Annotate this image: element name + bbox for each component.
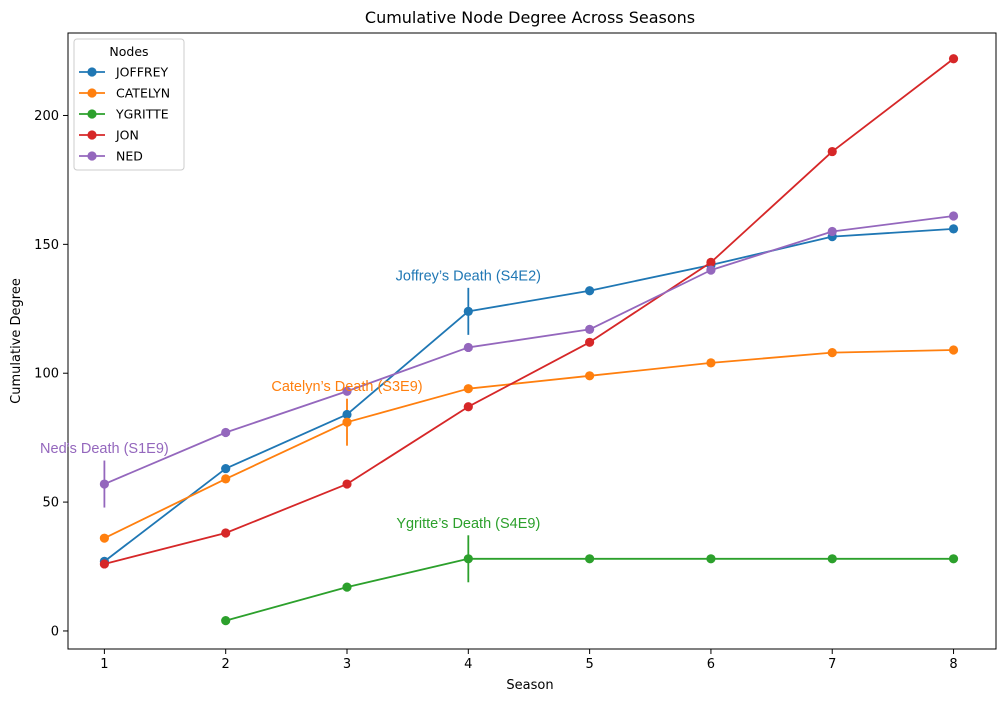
x-tick-label: 1 [100, 657, 108, 672]
annotation-label: Joffrey’s Death (S4E2) [396, 268, 541, 284]
x-tick-label: 7 [828, 657, 836, 672]
y-tick-label: 50 [42, 496, 59, 511]
x-tick-label: 2 [222, 657, 230, 672]
data-point [585, 337, 595, 347]
data-point [948, 345, 959, 355]
legend-label: YGRITTE [115, 107, 169, 122]
data-point [99, 479, 109, 489]
legend-label: NED [116, 149, 143, 164]
data-point [585, 554, 595, 564]
data-point [827, 226, 837, 237]
series-catelyn [99, 345, 959, 543]
annotation-label: Catelyn’s Death (S3E9) [271, 379, 422, 395]
data-point [342, 417, 352, 427]
data-point [827, 146, 837, 157]
legend-label: JOFFREY [115, 65, 168, 80]
data-point [221, 463, 231, 474]
series-line [103, 227, 954, 563]
data-point [342, 582, 352, 592]
data-point [221, 474, 231, 484]
y-axis: 0 50 100 150 200 [34, 109, 68, 639]
data-point [342, 409, 352, 420]
data-point [585, 286, 595, 296]
plot-area [67, 32, 997, 650]
series-jon [99, 54, 959, 569]
data-point [463, 384, 473, 394]
data-point [463, 554, 473, 564]
data-point [706, 554, 716, 564]
legend-marker [87, 67, 97, 77]
x-axis-title: Season [506, 678, 553, 693]
series-line [103, 349, 954, 539]
data-point [221, 616, 231, 626]
data-point [342, 479, 352, 489]
data-point [827, 554, 837, 564]
data-point [706, 358, 716, 368]
legend-marker [87, 130, 97, 140]
legend-marker [87, 109, 97, 119]
data-point [948, 224, 959, 234]
chart-title: Cumulative Node Degree Across Seasons [365, 8, 695, 27]
data-point [585, 324, 595, 335]
y-tick-label: 200 [34, 109, 59, 124]
series-ned [99, 211, 959, 489]
data-point [463, 342, 473, 353]
data-point [706, 257, 716, 267]
legend-item-joffrey: JOFFREY [79, 65, 168, 80]
x-tick-label: 6 [707, 657, 715, 672]
annotation-label: Ned’s Death (S1E9) [40, 441, 169, 457]
x-tick-label: 5 [585, 657, 593, 672]
series-ygritte [221, 554, 959, 626]
x-tick-label: 4 [464, 657, 472, 672]
series-layer [99, 54, 959, 626]
annotation-labels: Ned’s Death (S1E9) Catelyn’s Death (S3E9)… [40, 268, 541, 531]
y-axis-title: Cumulative Degree [9, 278, 24, 404]
data-point [99, 533, 109, 543]
legend-item-ygritte: YGRITTE [79, 107, 169, 122]
series-line [104, 58, 955, 565]
data-point [99, 559, 109, 569]
legend-title: Nodes [109, 44, 148, 59]
data-point [706, 265, 716, 275]
legend-item-jon: JON [79, 128, 139, 143]
legend-label: JON [115, 128, 139, 143]
x-tick-label: 8 [949, 657, 957, 672]
legend-item-ned: NED [79, 149, 143, 164]
y-tick-label: 150 [34, 238, 59, 253]
legend: Nodes JOFFREY CATELYN YGRITTE JON NED [73, 38, 185, 171]
data-point [463, 402, 473, 412]
data-point [827, 347, 837, 358]
y-tick-label: 0 [51, 624, 59, 639]
data-point [948, 554, 959, 564]
legend-label: CATELYN [116, 86, 170, 101]
data-point [585, 371, 595, 381]
legend-marker [87, 88, 97, 98]
data-point [948, 211, 959, 221]
data-point [221, 427, 231, 438]
data-point [463, 306, 473, 316]
x-axis: 1 2 3 4 5 6 7 8 [100, 649, 958, 672]
legend-marker [87, 151, 97, 161]
data-point [221, 528, 231, 538]
x-tick-label: 3 [343, 657, 351, 672]
data-point [342, 386, 352, 396]
series-line [104, 215, 954, 485]
y-tick-label: 100 [34, 367, 59, 382]
legend-item-catelyn: CATELYN [79, 86, 170, 101]
data-point [948, 54, 959, 64]
annotation-label: Ygritte’s Death (S4E9) [396, 516, 540, 532]
